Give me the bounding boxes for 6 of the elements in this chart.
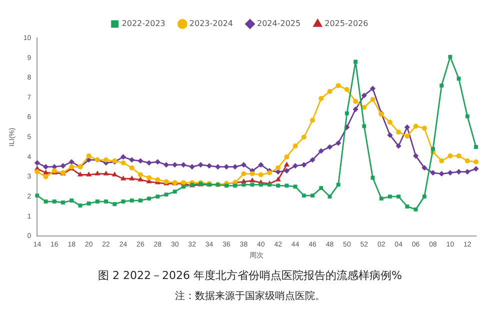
legend-label: 2023-2024 — [189, 19, 234, 28]
legend-label: 2022-2023 — [122, 19, 166, 28]
legend-label: 2024-2025 — [257, 19, 301, 28]
text: 注：数据来源于国家级哨点医院。 — [174, 290, 326, 303]
legend-label: 2025-2026 — [324, 19, 368, 28]
text: 图 2 2022－2026 年度北方省份哨点医院报告的流感样病例% — [97, 268, 403, 283]
